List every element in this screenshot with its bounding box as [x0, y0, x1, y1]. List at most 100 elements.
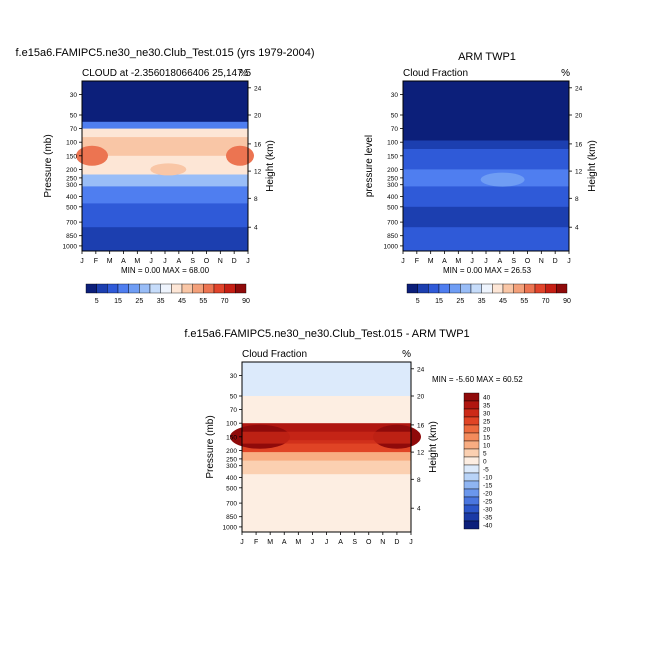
y-tick-label: 1000 [223, 524, 238, 531]
x-tick-label: J [163, 258, 167, 265]
panel-model-y-axis-label: Pressure (mb) [43, 134, 54, 197]
contour-band [242, 452, 411, 462]
y-tick-label: 100 [387, 140, 398, 147]
colorbar-box [481, 283, 493, 294]
y-tick-label: 200 [226, 448, 237, 455]
colorbar-box [438, 283, 450, 294]
y-tick-label: 200 [66, 167, 77, 174]
colorbar-box [502, 283, 514, 294]
x-tick-label: J [567, 258, 571, 265]
colorbar-label: -5 [483, 467, 489, 474]
x-tick-label: J [246, 258, 250, 265]
colorbar-box [463, 472, 480, 482]
panel-model: f.e15a6.FAMIPC5.ne30_ne30.Club_Test.015 … [15, 47, 314, 305]
y-right-tick-label: 20 [575, 113, 583, 120]
panel-model-subtitle-right: % [239, 68, 248, 79]
colorbar-label: -20 [483, 491, 493, 498]
panel-model-subtitle-left: CLOUD at -2.356018066406 25,147.5 [82, 68, 251, 79]
y-right-tick-label: 12 [254, 169, 262, 176]
colorbar-box [534, 283, 546, 294]
y-tick-label: 50 [230, 394, 238, 401]
colorbar-label: -35 [483, 515, 493, 522]
y-right-tick-label: 24 [575, 85, 583, 92]
y-tick-label: 300 [387, 182, 398, 189]
panel-obs-subtitle-right: % [561, 68, 570, 79]
x-tick-label: J [311, 539, 315, 546]
x-tick-label: A [121, 258, 126, 265]
colorbar-box [235, 283, 247, 294]
x-tick-label: M [295, 539, 301, 546]
y-right-tick-label: 4 [254, 225, 258, 232]
contour-band [82, 137, 248, 157]
panel-model-title: f.e15a6.FAMIPC5.ne30_ne30.Club_Test.015 … [15, 47, 314, 59]
x-tick-label: S [511, 258, 516, 265]
colorbar-label: 0 [483, 459, 487, 466]
colorbar-box [213, 283, 225, 294]
panel-diff-subtitle-right: % [402, 349, 411, 360]
x-tick-label: O [525, 258, 531, 265]
colorbar-label: 25 [483, 419, 491, 426]
y-tick-label: 700 [387, 220, 398, 227]
colorbar-box [463, 424, 480, 434]
x-tick-label: F [254, 539, 258, 546]
panel-obs-subtitle-left: Cloud Fraction [403, 68, 468, 79]
colorbar-box [171, 283, 183, 294]
y-right-tick-label: 24 [254, 85, 262, 92]
y-tick-label: 70 [230, 407, 238, 414]
colorbar-label: 70 [221, 298, 229, 305]
colorbar-label: 5 [416, 298, 420, 305]
colorbar-label: -25 [483, 499, 493, 506]
colorbar-box [524, 283, 536, 294]
contour-band [403, 140, 569, 150]
x-tick-label: J [470, 258, 474, 265]
colorbar-box [149, 283, 161, 294]
contour-band [403, 81, 569, 141]
panel-diff-y-axis-label: Pressure (mb) [205, 415, 216, 478]
colorbar-box [417, 283, 429, 294]
colorbar-label: -30 [483, 507, 493, 514]
contour-band [242, 474, 411, 533]
y-tick-label: 150 [66, 153, 77, 160]
y-tick-label: 30 [70, 92, 78, 99]
x-tick-label: M [455, 258, 461, 265]
y-right-tick-label: 16 [254, 141, 262, 148]
panel-diff-y-right-axis-label: Height (km) [428, 421, 439, 473]
contour-band [242, 460, 411, 475]
x-tick-label: J [401, 258, 405, 265]
y-tick-label: 400 [66, 194, 77, 201]
y-tick-label: 250 [387, 175, 398, 182]
y-tick-label: 850 [66, 233, 77, 240]
colorbar-label: 55 [199, 298, 207, 305]
y-tick-label: 1000 [384, 243, 399, 250]
colorbar-label: 15 [483, 435, 491, 442]
colorbar-box [463, 448, 480, 458]
panel-obs-stats: MIN = 0.00 MAX = 26.53 [443, 266, 532, 275]
colorbar-label: 35 [478, 298, 486, 305]
y-tick-label: 700 [226, 501, 237, 508]
y-tick-label: 150 [226, 434, 237, 441]
colorbar-label: -10 [483, 475, 493, 482]
colorbar-label: 30 [483, 411, 491, 418]
x-tick-label: M [428, 258, 434, 265]
x-tick-label: F [415, 258, 419, 265]
colorbar-label: 25 [456, 298, 464, 305]
x-tick-label: D [394, 539, 399, 546]
colorbar-box [463, 400, 480, 410]
y-tick-label: 30 [230, 373, 238, 380]
x-tick-label: J [240, 539, 244, 546]
colorbar-box [463, 392, 480, 402]
contour-band [82, 227, 248, 252]
y-tick-label: 250 [66, 175, 77, 182]
y-right-tick-label: 8 [575, 196, 579, 203]
colorbar-box [128, 283, 140, 294]
y-right-tick-label: 8 [254, 196, 258, 203]
x-tick-label: M [134, 258, 140, 265]
contour-band [242, 396, 411, 424]
contour-band [403, 206, 569, 228]
y-tick-label: 500 [387, 204, 398, 211]
colorbar-box [139, 283, 151, 294]
colorbar-box [203, 283, 215, 294]
y-right-tick-label: 16 [417, 422, 425, 429]
